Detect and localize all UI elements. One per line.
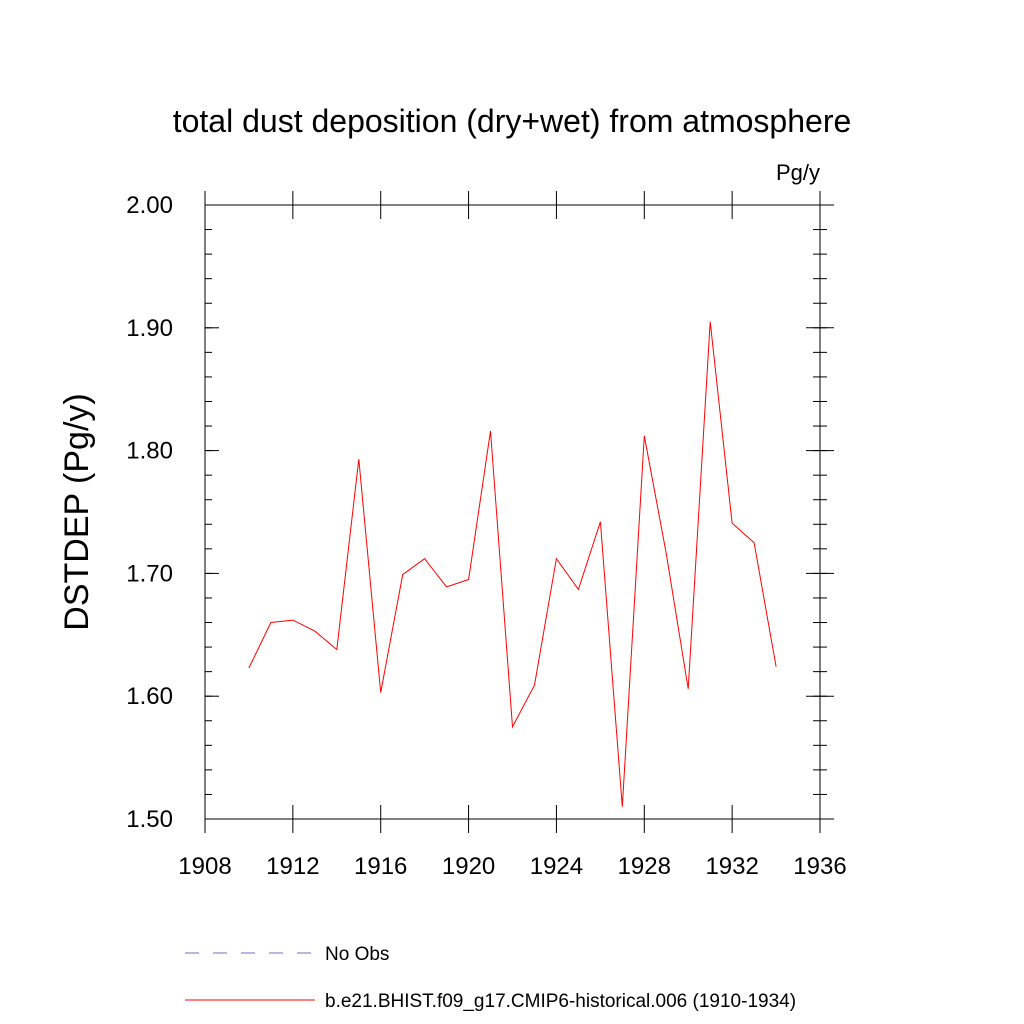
legend-label-no-obs: No Obs bbox=[325, 944, 389, 965]
y-tick-label: 1.70 bbox=[126, 560, 173, 587]
x-tick-label: 1924 bbox=[530, 853, 583, 880]
legend: No Obs b.e21.BHIST.f09_g17.CMIP6-histori… bbox=[185, 944, 796, 1012]
x-tick-label: 1920 bbox=[442, 853, 495, 880]
x-tick-label: 1912 bbox=[266, 853, 319, 880]
y-tick-label: 1.80 bbox=[126, 438, 173, 465]
x-tick-label: 1928 bbox=[618, 853, 671, 880]
x-tick-label: 1932 bbox=[705, 853, 758, 880]
plot-frame bbox=[204, 204, 821, 820]
y-tick-labels: 1.50 1.60 1.70 1.80 1.90 2.00 bbox=[126, 192, 173, 833]
y-tick-label: 1.60 bbox=[126, 683, 173, 710]
x-tick-labels: 1908 1912 1916 1920 1924 1928 1932 1936 bbox=[178, 853, 846, 880]
y-tick-label: 1.90 bbox=[126, 315, 173, 342]
chart-title: total dust deposition (dry+wet) from atm… bbox=[173, 103, 852, 139]
series-lines bbox=[248, 321, 777, 807]
y-tick-label: 1.50 bbox=[126, 806, 173, 833]
y-axis-label: DSTDEP (Pg/y) bbox=[58, 393, 96, 630]
axis-ticks bbox=[204, 191, 834, 833]
units-label: Pg/y bbox=[776, 160, 820, 185]
legend-label-historical: b.e21.BHIST.f09_g17.CMIP6-historical.006… bbox=[325, 991, 796, 1012]
series-line bbox=[248, 321, 777, 807]
y-tick-label: 2.00 bbox=[126, 192, 173, 219]
x-tick-label: 1936 bbox=[793, 853, 846, 880]
x-tick-label: 1916 bbox=[354, 853, 407, 880]
x-tick-label: 1908 bbox=[178, 853, 231, 880]
